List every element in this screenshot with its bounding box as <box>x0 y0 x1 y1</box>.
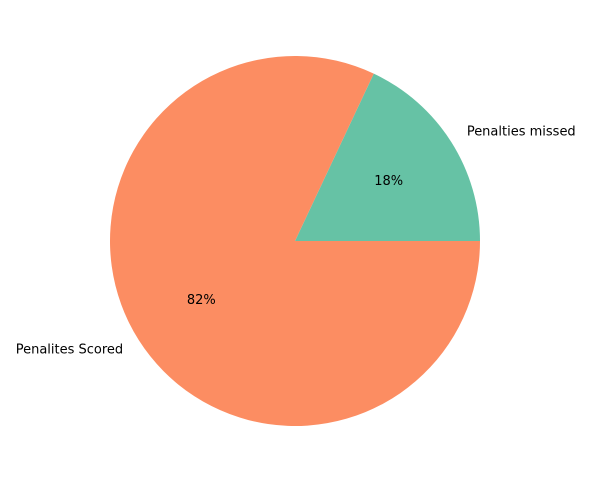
pie-slices <box>110 56 480 426</box>
pie-category-label: Penalites Scored <box>16 343 123 358</box>
pie-percent-label: 18% <box>374 174 403 189</box>
pie-category-label: Penalties missed <box>467 124 576 139</box>
pie-percent-label: 82% <box>187 293 216 308</box>
